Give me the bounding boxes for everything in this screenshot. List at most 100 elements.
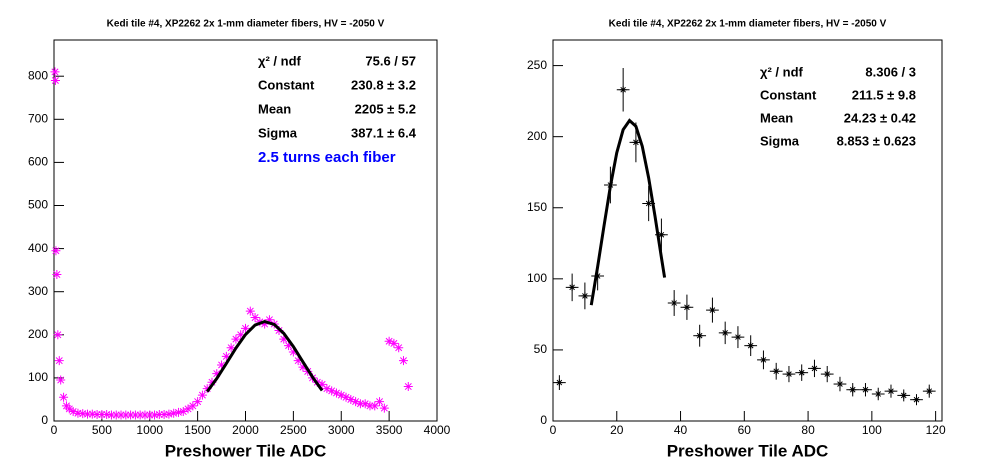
stat-value: 8.306 / 3 [865, 64, 916, 79]
data-point [785, 370, 793, 378]
y-tick-label: 0 [540, 413, 547, 427]
data-point [341, 392, 351, 402]
data-point [384, 336, 394, 346]
data-point [721, 329, 729, 337]
y-tick-label: 50 [534, 342, 548, 356]
data-point [568, 283, 576, 291]
data-point [327, 386, 337, 396]
stat-label: Sigma [258, 125, 298, 140]
data-point [188, 401, 198, 411]
y-tick-label: 200 [28, 327, 48, 341]
data-point [360, 399, 370, 409]
y-tick-label: 800 [28, 68, 48, 82]
data-point [145, 410, 155, 420]
data-point [279, 334, 289, 344]
data-point [683, 303, 691, 311]
x-tick-label: 40 [674, 423, 688, 437]
data-point [823, 370, 831, 378]
data-point [389, 338, 399, 348]
data-point [54, 356, 64, 366]
stat-label: Mean [258, 101, 291, 116]
data-point [331, 388, 341, 398]
data-point [202, 384, 212, 394]
plot-frame [552, 39, 943, 422]
data-point [97, 410, 107, 420]
data-point [355, 399, 365, 409]
data-point [581, 292, 589, 300]
data-point [912, 396, 920, 404]
data-point [798, 369, 806, 377]
data-point [657, 231, 665, 239]
data-point [197, 390, 207, 400]
data-point [164, 409, 174, 419]
data-point [126, 410, 136, 420]
data-point [236, 330, 246, 340]
x-tick-label: 3000 [328, 423, 355, 437]
data-point [394, 343, 404, 353]
x-tick-label: 2500 [280, 423, 307, 437]
y-tick-label: 100 [28, 370, 48, 384]
y-tick-label: 150 [527, 200, 547, 214]
data-point [293, 356, 303, 366]
data-point [708, 306, 716, 314]
y-tick-label: 200 [527, 129, 547, 143]
data-point [619, 86, 627, 94]
data-point [336, 390, 346, 400]
data-point [260, 319, 270, 329]
data-point [370, 401, 380, 411]
x-tick-label: 80 [801, 423, 815, 437]
data-point [317, 379, 327, 389]
data-point [632, 138, 640, 146]
data-point [212, 369, 222, 379]
y-tick-label: 100 [527, 271, 547, 285]
data-point [250, 313, 260, 323]
stat-value: 24.23 ± 0.42 [844, 110, 916, 125]
data-point [670, 299, 678, 307]
data-point [645, 199, 653, 207]
data-point [56, 375, 66, 385]
data-point [861, 386, 869, 394]
data-point [379, 403, 389, 413]
data-point [403, 382, 413, 392]
data-point [183, 404, 193, 414]
stat-value: 230.8 ± 3.2 [351, 77, 416, 92]
stat-label: χ² / ndf [760, 64, 804, 79]
stat-label: χ² / ndf [258, 53, 302, 68]
stat-label: Constant [760, 87, 817, 102]
y-tick-label: 400 [28, 241, 48, 255]
data-point [696, 332, 704, 340]
x-axis-label: Preshower Tile ADC [165, 441, 327, 460]
chart-title: Kedi tile #4, XP2262 2x 1-mm diameter fi… [107, 19, 385, 30]
data-point [772, 367, 780, 375]
x-tick-label: 20 [610, 423, 624, 437]
data-point [759, 356, 767, 364]
data-point [116, 410, 126, 420]
stat-value: 8.853 ± 0.623 [837, 133, 916, 148]
data-point [241, 323, 250, 333]
data-point [173, 407, 183, 417]
data-point [178, 407, 188, 417]
data-point [159, 410, 169, 420]
plot-frame [53, 39, 438, 422]
data-point [106, 410, 116, 420]
data-point [747, 342, 755, 350]
data-point [50, 67, 60, 77]
panel: Kedi tile #4, XP2262 2x 1-mm diameter fi… [28, 19, 451, 461]
y-tick-label: 500 [28, 198, 48, 212]
data-point [594, 272, 602, 280]
data-point [245, 306, 255, 316]
x-tick-label: 500 [92, 423, 112, 437]
data-point [135, 410, 145, 420]
stat-value: 75.6 / 57 [365, 53, 416, 68]
data-point [102, 410, 112, 420]
stat-label: Sigma [760, 133, 800, 148]
data-point [849, 386, 857, 394]
data-point [140, 410, 150, 420]
data-point [288, 347, 298, 357]
data-point [810, 364, 818, 372]
x-tick-label: 1000 [136, 423, 163, 437]
data-point [221, 351, 231, 361]
stat-label: Mean [760, 110, 793, 125]
data-point [78, 409, 88, 419]
data-point [150, 410, 160, 420]
